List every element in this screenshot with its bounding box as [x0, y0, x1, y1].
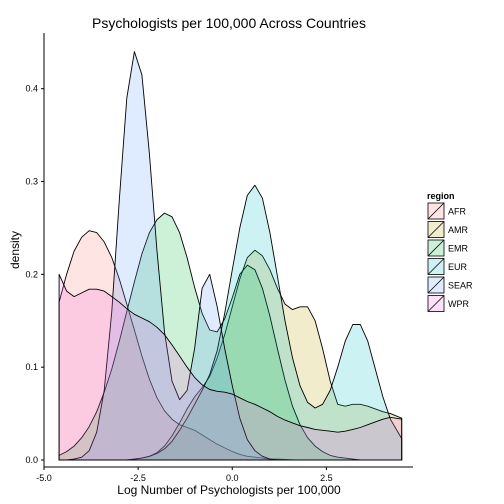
legend-key-slash — [427, 221, 445, 238]
legend-item-amr: AMR — [427, 221, 469, 238]
x-tick-label: 2.5 — [320, 473, 333, 483]
legend-key-slash — [427, 258, 445, 275]
legend-key-slash — [427, 295, 445, 312]
x-tick-label: -2.5 — [130, 473, 146, 483]
legend-label: WPR — [448, 299, 469, 309]
legend-label: EUR — [448, 262, 468, 272]
density-wpr — [58, 273, 403, 461]
legend-key-slash — [427, 202, 445, 220]
legend-item-emr: EMR — [427, 239, 469, 257]
legend-item-wpr: WPR — [427, 295, 469, 312]
legend-label: AFR — [448, 207, 467, 217]
y-tick-label: 0.2 — [25, 269, 38, 279]
y-tick-label: 0.1 — [25, 362, 38, 372]
legend: region AFR AMR EMR EUR SEAR WPR — [427, 191, 473, 312]
density-emr — [58, 212, 403, 461]
legend-item-eur: EUR — [427, 258, 468, 275]
legend-title: region — [427, 191, 455, 201]
chart-title: Psychologists per 100,000 Across Countri… — [92, 15, 366, 31]
y-tick-label: 0.4 — [25, 84, 38, 94]
y-tick-label: 0.0 — [25, 455, 38, 465]
density-curves — [58, 51, 403, 461]
legend-label: EMR — [448, 244, 469, 254]
legend-key-slash — [427, 239, 445, 257]
legend-label: AMR — [448, 225, 469, 235]
x-tick-label: 0.0 — [226, 473, 239, 483]
legend-key-slash — [427, 276, 445, 294]
axes: -5.0 -2.5 0.0 2.5 0.0 0.1 0.2 0.3 0.4 — [25, 33, 413, 483]
y-tick-label: 0.3 — [25, 177, 38, 187]
legend-item-afr: AFR — [427, 202, 467, 220]
legend-item-sear: SEAR — [427, 276, 473, 294]
x-axis-title: Log Number of Psychologists per 100,000 — [117, 483, 341, 497]
y-axis-title: density — [8, 231, 22, 269]
x-tick-label: -5.0 — [36, 473, 52, 483]
legend-label: SEAR — [448, 281, 473, 291]
